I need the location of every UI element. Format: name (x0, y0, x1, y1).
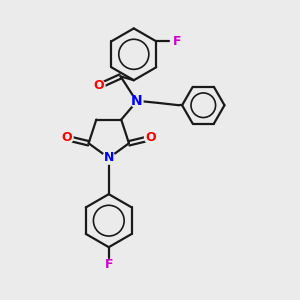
Text: O: O (61, 131, 72, 144)
Circle shape (130, 95, 143, 108)
Text: N: N (131, 94, 142, 108)
Circle shape (145, 131, 157, 144)
Circle shape (61, 131, 73, 144)
Text: O: O (94, 79, 104, 92)
Text: F: F (172, 35, 181, 48)
Text: O: O (146, 131, 156, 144)
Text: F: F (104, 258, 113, 271)
Circle shape (103, 152, 115, 164)
Text: N: N (103, 152, 114, 164)
Circle shape (93, 80, 105, 92)
